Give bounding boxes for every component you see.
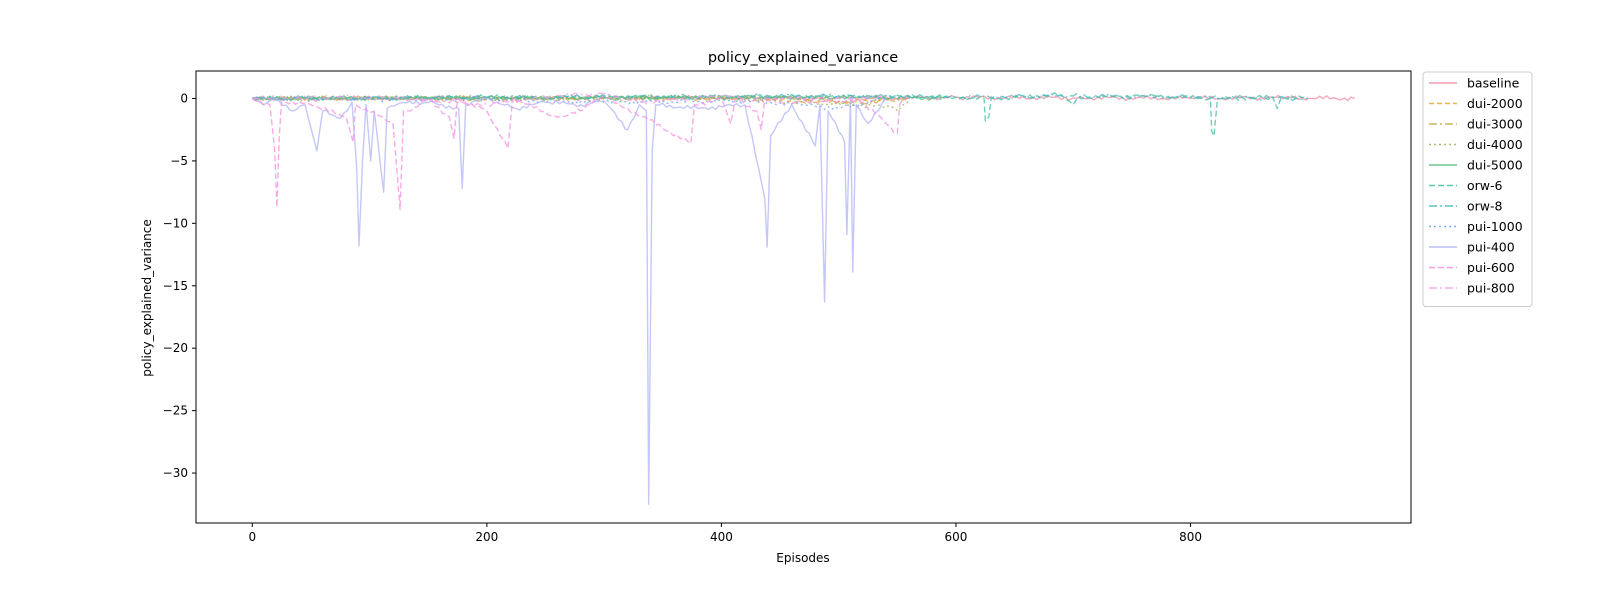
y-tick-label: −15 xyxy=(163,279,188,293)
series-line-pui-800 xyxy=(252,92,910,108)
y-axis-title: policy_explained_variance xyxy=(140,219,154,377)
legend-label-orw-8: orw-8 xyxy=(1467,199,1503,214)
plot-area: 0 200 400 600 800 0 −5 −10 −15 −20 −25 −30 xyxy=(163,70,1412,544)
x-tick-label: 200 xyxy=(475,530,498,544)
y-tick-label: −25 xyxy=(163,404,188,418)
series-line-dui-4000 xyxy=(252,94,910,112)
plot-frame xyxy=(195,70,1412,524)
legend-label-baseline: baseline xyxy=(1467,76,1520,91)
y-tick-label: −5 xyxy=(170,154,188,168)
legend-label-pui-600: pui-600 xyxy=(1467,260,1515,275)
x-tick-label: 800 xyxy=(1179,530,1202,544)
legend-label-dui-5000: dui-5000 xyxy=(1467,158,1523,173)
y-tick-label: −30 xyxy=(163,466,188,480)
legend-label-pui-800: pui-800 xyxy=(1467,281,1515,296)
legend: baseline dui-2000 dui-3000 dui-4000 dui-5000… xyxy=(1422,71,1533,307)
series-line-orw-6 xyxy=(251,92,1308,137)
series-line-orw-8 xyxy=(252,92,1308,102)
x-tick-label: 400 xyxy=(710,530,733,544)
series-line-pui-600 xyxy=(251,95,904,211)
legend-label-pui-1000: pui-1000 xyxy=(1467,219,1523,234)
x-tick-label: 0 xyxy=(248,530,256,544)
legend-label-dui-3000: dui-3000 xyxy=(1467,117,1523,132)
series-line-pui-400 xyxy=(251,97,887,505)
chart-title: policy_explained_variance xyxy=(708,50,898,66)
legend-label-pui-400: pui-400 xyxy=(1467,240,1515,255)
x-axis-title: Episodes xyxy=(776,551,829,565)
legend-label-orw-6: orw-6 xyxy=(1467,178,1503,193)
x-tick-label: 600 xyxy=(945,530,968,544)
y-tick-label: −20 xyxy=(163,341,188,355)
y-tick-label: 0 xyxy=(180,91,188,105)
y-tick-label: −10 xyxy=(163,216,188,230)
legend-box xyxy=(1422,71,1533,307)
legend-label-dui-2000: dui-2000 xyxy=(1467,96,1523,111)
legend-label-dui-4000: dui-4000 xyxy=(1467,137,1523,152)
